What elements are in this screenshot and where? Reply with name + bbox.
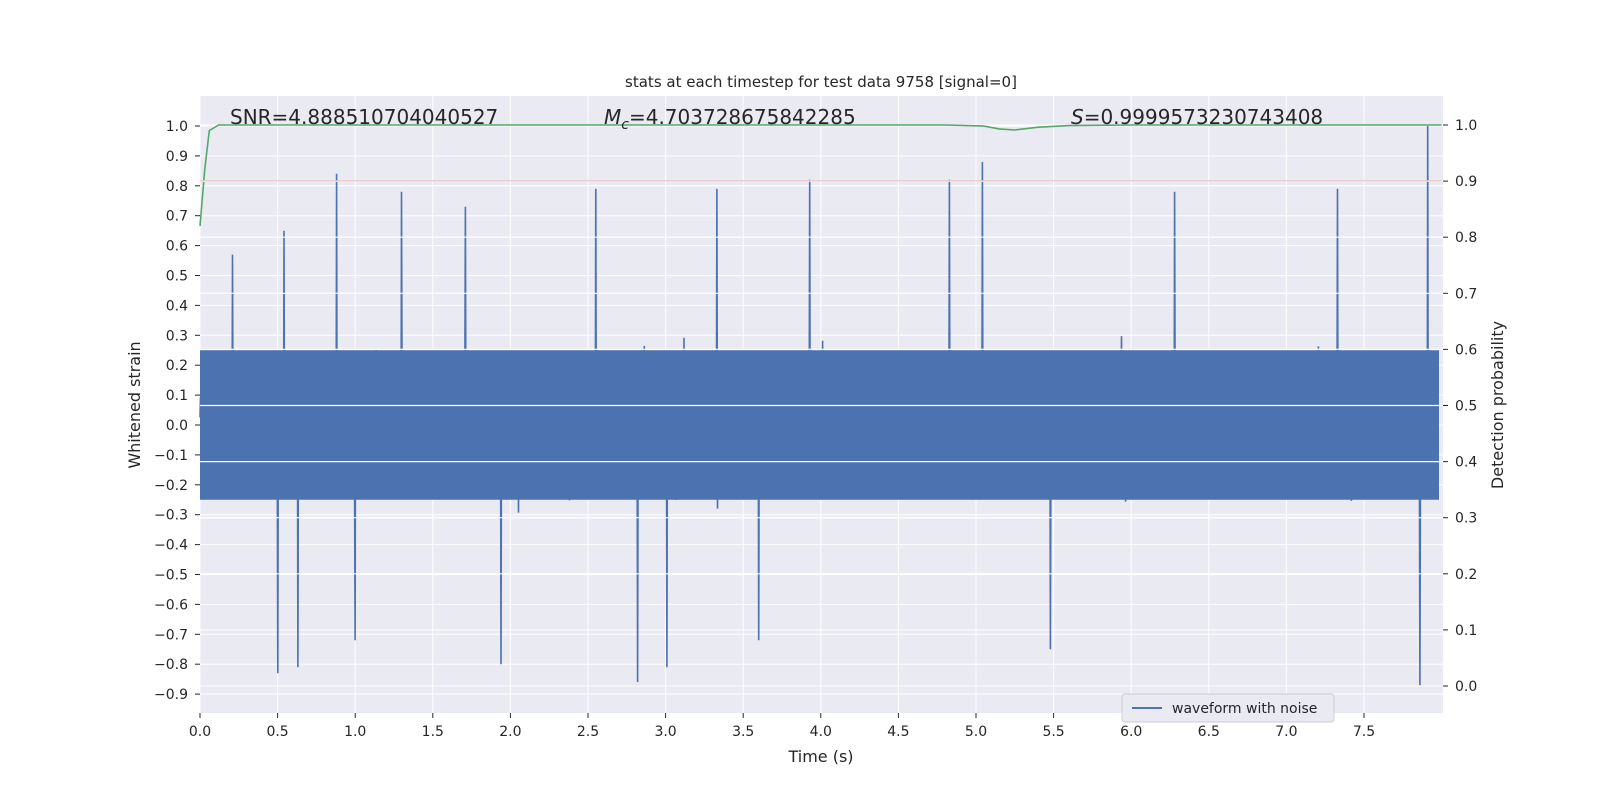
y-tick-label: −0.2 xyxy=(154,478,188,494)
y-tick-label: 0.8 xyxy=(166,179,188,195)
y-tick-label: 0.1 xyxy=(166,388,188,404)
x-tick-label: 7.0 xyxy=(1275,724,1297,740)
x-tick-label: 4.5 xyxy=(887,724,909,740)
y-tick-label: −0.8 xyxy=(154,657,188,673)
x-tick-label: 1.0 xyxy=(344,724,366,740)
y2-axis-label: Detection probability xyxy=(1488,321,1507,489)
x-axis-ticks: 0.0 0.5 1.0 1.5 2.0 2.5 3.0 3.5 4.0 4.5 5.0 5.5 6.0 6… xyxy=(189,713,1375,740)
y-tick-label: −0.5 xyxy=(154,568,188,584)
y-tick-label: 0.4 xyxy=(166,298,188,314)
y-tick-label: 0.5 xyxy=(166,269,188,285)
x-tick-label: 5.5 xyxy=(1042,724,1064,740)
chirp-mass-annotation: Mc=4.703728675842285 xyxy=(604,105,856,133)
y2-axis-ticks: 1.0 0.9 0.8 0.7 0.6 0.5 0.4 0.3 0.2 0.1 0.0 xyxy=(1443,118,1477,695)
legend[interactable]: waveform with noise xyxy=(1121,693,1335,723)
snr-annotation: SNR=4.888510704040527 xyxy=(230,105,498,129)
waveform-series xyxy=(199,125,1439,686)
x-axis-label: Time (s) xyxy=(787,747,853,766)
y2-tick-label: 0.9 xyxy=(1455,174,1477,190)
y2-tick-label: 1.0 xyxy=(1455,118,1477,134)
y2-tick-label: 0.5 xyxy=(1455,399,1477,415)
x-tick-label: 1.5 xyxy=(422,724,444,740)
x-tick-label: 2.0 xyxy=(499,724,521,740)
probability-line xyxy=(199,124,1442,227)
y-tick-label: 0.7 xyxy=(166,209,188,225)
annotations: SNR=4.888510704040527 Mc=4.7037286758422… xyxy=(230,105,1323,133)
y-tick-label: 0.3 xyxy=(166,328,188,344)
x-tick-label: 3.5 xyxy=(732,724,754,740)
legend-box xyxy=(1121,693,1335,723)
x-tick-label: 4.0 xyxy=(810,724,832,740)
y2-tick-label: 0.4 xyxy=(1455,455,1477,471)
x-tick-label: 6.5 xyxy=(1198,724,1220,740)
y-tick-label: −0.3 xyxy=(154,508,188,524)
x-tick-label: 5.0 xyxy=(965,724,987,740)
y-tick-label: −0.7 xyxy=(154,627,188,643)
y2-tick-label: 0.1 xyxy=(1455,623,1477,639)
legend-entry: waveform with noise xyxy=(1172,701,1317,717)
y2-tick-label: 0.3 xyxy=(1455,511,1477,527)
y-axis-ticks: 1.0 0.9 0.8 0.7 0.6 0.5 0.4 0.3 0.2 0.1 0.0 −0.1 −0.… xyxy=(154,119,200,703)
x-tick-label: 0.5 xyxy=(266,724,288,740)
y-tick-label: −0.9 xyxy=(154,687,188,703)
x-tick-label: 2.5 xyxy=(577,724,599,740)
y2-tick-label: 0.2 xyxy=(1455,567,1477,583)
y2-tick-label: 0.7 xyxy=(1455,286,1477,302)
s-annotation: S=0.9999573230743408 xyxy=(1071,105,1323,129)
y2-tick-label: 0.0 xyxy=(1455,679,1477,695)
y-tick-label: −0.6 xyxy=(154,597,188,613)
x-tick-label: 3.0 xyxy=(654,724,676,740)
chart-title: stats at each timestep for test data 975… xyxy=(625,73,1017,91)
y2-tick-label: 0.8 xyxy=(1455,230,1477,246)
y-tick-label: 0.9 xyxy=(166,149,188,165)
y2-tick-label: 0.6 xyxy=(1455,342,1477,358)
y-tick-label: −0.1 xyxy=(154,448,188,464)
waveform-core xyxy=(200,350,1439,500)
y-axis-label: Whitened strain xyxy=(125,341,144,468)
y-tick-label: 1.0 xyxy=(166,119,188,135)
x-tick-label: 7.5 xyxy=(1353,724,1375,740)
y-tick-label: 0.2 xyxy=(166,358,188,374)
y-tick-label: 0.0 xyxy=(166,418,188,434)
y-tick-label: 0.6 xyxy=(166,239,188,255)
x-tick-label: 6.0 xyxy=(1120,724,1142,740)
probability-series xyxy=(199,124,1443,575)
y-tick-label: −0.4 xyxy=(154,538,188,554)
x-tick-label: 0.0 xyxy=(189,724,211,740)
